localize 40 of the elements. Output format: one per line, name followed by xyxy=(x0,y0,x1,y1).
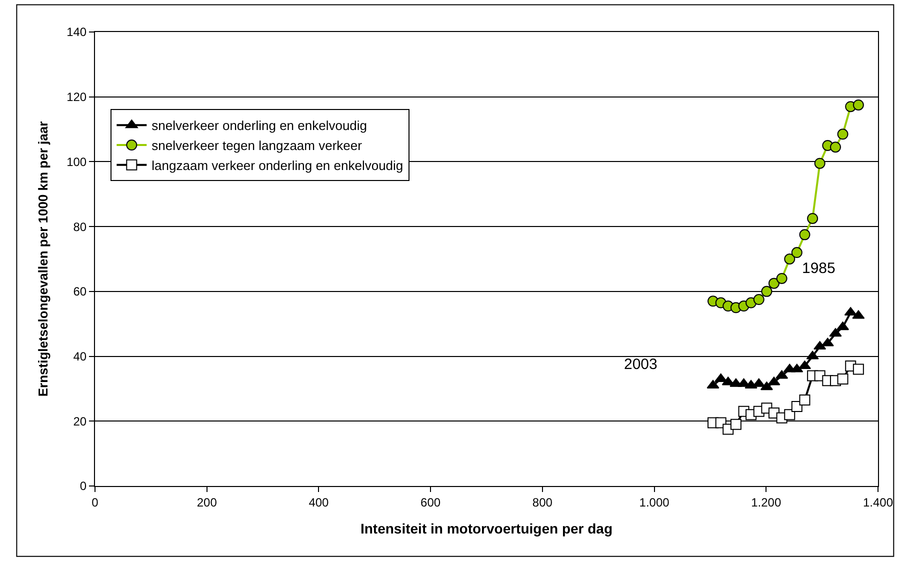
y-tick-label: 100 xyxy=(66,154,87,169)
point xyxy=(837,128,848,140)
y-axis-title: Ernstigletselongevallen per 1000 km per jaar xyxy=(36,121,51,397)
point xyxy=(837,373,848,384)
point xyxy=(784,409,796,420)
x-tick-label: 1.400 xyxy=(862,495,894,510)
y-tick-label: 0 xyxy=(80,479,87,494)
x-axis-title: Intensiteit in motorvoertuigen per dag xyxy=(360,520,613,537)
y-tick-label: 80 xyxy=(73,220,87,234)
point xyxy=(799,229,810,240)
legend-label: snelverkeer tegen langzaam verkeer xyxy=(152,138,363,154)
annotation: 2003 xyxy=(624,356,658,373)
point xyxy=(768,278,780,289)
point xyxy=(761,286,772,297)
x-tick-label: 800 xyxy=(532,495,553,510)
y-tick-label: 20 xyxy=(73,414,87,428)
point xyxy=(814,158,826,169)
point xyxy=(753,294,764,306)
y-tick-label: 60 xyxy=(73,284,87,299)
point xyxy=(784,254,796,264)
point xyxy=(807,212,818,224)
point xyxy=(799,394,810,406)
legend-label: langzaam verkeer onderling en enkelvoudig xyxy=(152,158,404,173)
point xyxy=(791,247,802,258)
point xyxy=(830,142,841,153)
x-tick-label: 1.000 xyxy=(639,495,670,510)
point xyxy=(852,99,864,110)
x-tick-label: 400 xyxy=(308,495,330,510)
point xyxy=(852,364,864,375)
y-tick-label: 120 xyxy=(66,90,87,104)
x-tick-label: 0 xyxy=(92,495,99,510)
point xyxy=(730,418,742,430)
x-tick-label: 1.200 xyxy=(751,495,782,510)
y-tick-label: 40 xyxy=(73,349,87,364)
legend-label: snelverkeer onderling en enkelvoudig xyxy=(152,118,368,134)
point xyxy=(776,272,788,284)
y-tick-label: 140 xyxy=(66,25,87,40)
annotation: 1985 xyxy=(802,260,836,277)
x-tick-label: 600 xyxy=(420,495,441,510)
x-tick-label: 200 xyxy=(196,495,218,510)
